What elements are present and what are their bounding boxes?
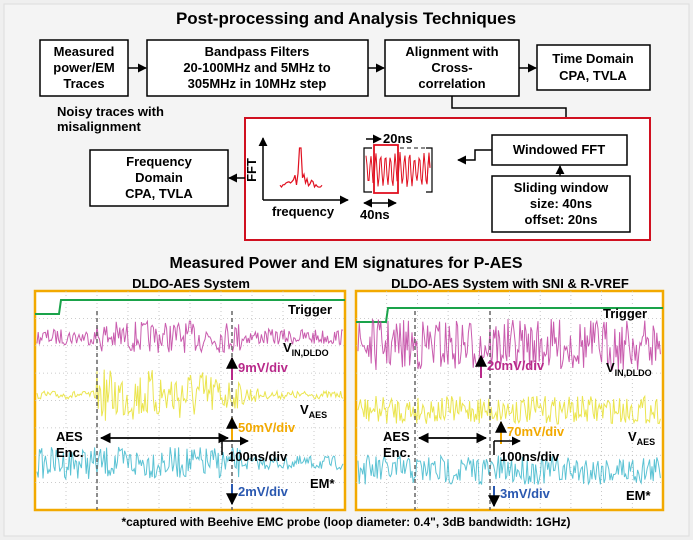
node-text: size: 40ns [530, 196, 592, 211]
label: Enc. [56, 445, 83, 460]
label-sub: AES [309, 410, 328, 420]
node-text: Alignment with [405, 44, 498, 59]
label: 100ns/div [500, 449, 560, 464]
node-text: Traces [63, 76, 104, 91]
scale-label: 20mV/div [487, 358, 545, 373]
node-text: Frequency [126, 154, 193, 169]
label: 100ns/div [228, 449, 288, 464]
node-text: power/EM [53, 60, 114, 75]
label: 40ns [360, 207, 390, 222]
node-text: Domain [135, 170, 183, 185]
label-sub: IN,DLDO [292, 348, 329, 358]
node-text: correlation [418, 76, 485, 91]
scale-label: 9mV/div [238, 360, 289, 375]
label: EM* [310, 476, 336, 491]
panel-title: DLDO-AES System with SNI & R-VREF [391, 276, 629, 291]
label-sub: IN,DLDO [615, 368, 652, 378]
label: AES [56, 429, 83, 444]
node-text: Time Domain [552, 51, 633, 66]
node-text: offset: 20ns [525, 212, 598, 227]
label-main: V [283, 340, 292, 355]
footnote: *captured with Beehive EMC probe (loop d… [121, 515, 570, 529]
node-text: Sliding window [514, 180, 609, 195]
label: Enc. [383, 445, 410, 460]
scale-label: 2mV/div [238, 484, 289, 499]
node-text: Measured [54, 44, 115, 59]
node-text: Cross- [431, 60, 472, 75]
label-main: V [606, 360, 615, 375]
node-text: 305MHz in 10MHz step [188, 76, 327, 91]
label: EM* [626, 488, 652, 503]
page: Post-processing and Analysis Techniques … [0, 0, 693, 540]
label-main: V [628, 429, 637, 444]
node-text: Windowed FFT [513, 142, 605, 157]
node-text: 20-100MHz and 5MHz to [183, 60, 330, 75]
node-text: CPA, TVLA [559, 68, 627, 83]
scale-label: 70mV/div [507, 424, 565, 439]
panel-title: DLDO-AES System [132, 276, 250, 291]
axis-label: frequency [272, 204, 335, 219]
label: 20ns [383, 131, 413, 146]
node-text: Bandpass Filters [205, 44, 310, 59]
axis-label: FFT [244, 158, 259, 182]
title: Post-processing and Analysis Techniques [176, 9, 516, 28]
scale-label: 3mV/div [500, 486, 551, 501]
label-main: V [300, 402, 309, 417]
node-text: CPA, TVLA [125, 186, 193, 201]
scale-label: 50mV/div [238, 420, 296, 435]
note: Noisy traces with [57, 104, 164, 119]
label: AES [383, 429, 410, 444]
note: misalignment [57, 119, 141, 134]
label: Trigger [603, 306, 647, 321]
section-title: Measured Power and EM signatures for P-A… [170, 255, 523, 272]
label: Trigger [288, 302, 332, 317]
label-sub: AES [637, 437, 656, 447]
